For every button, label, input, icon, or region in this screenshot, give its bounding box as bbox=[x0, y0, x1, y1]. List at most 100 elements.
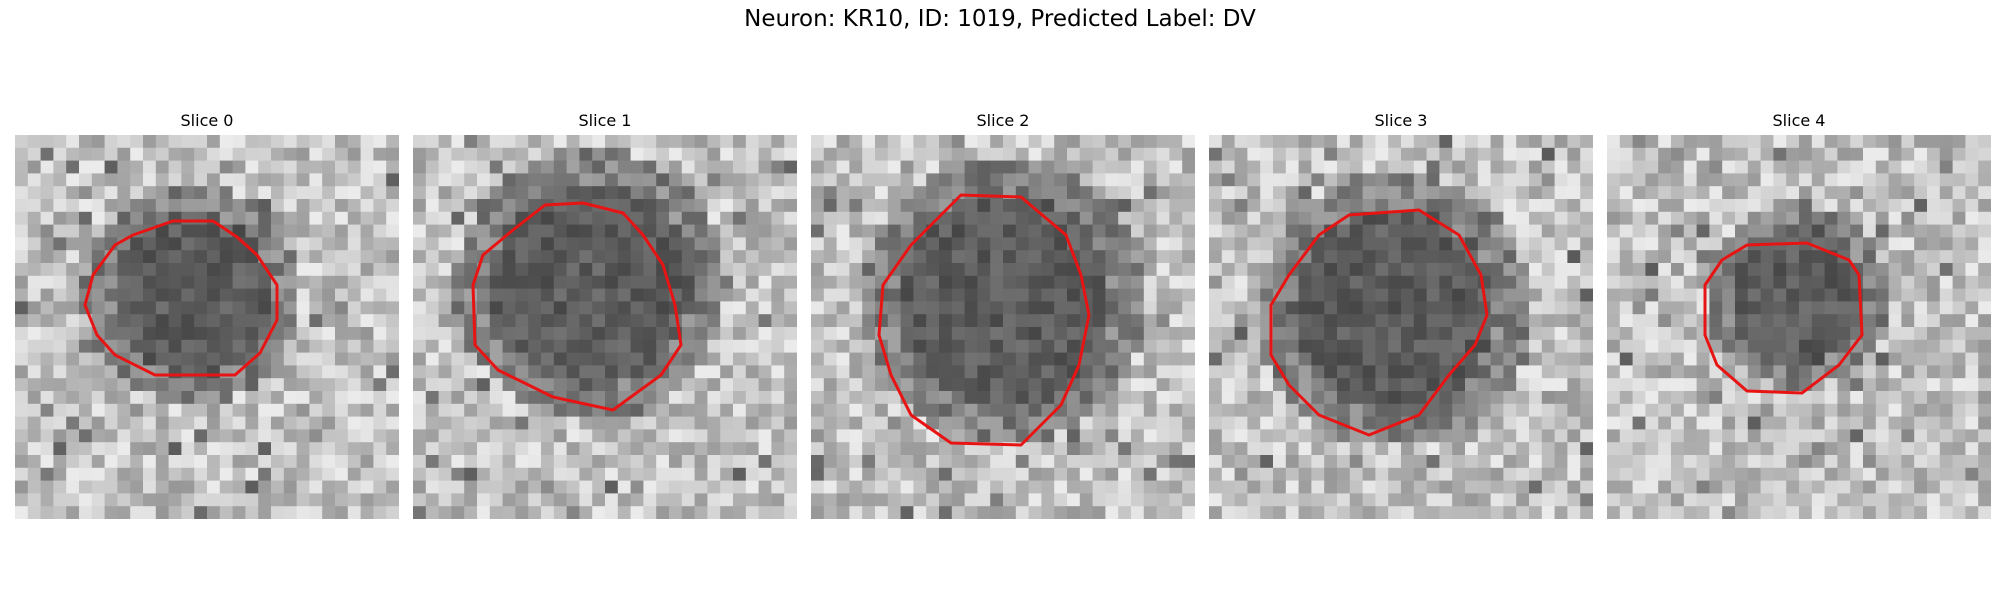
pixel bbox=[1965, 186, 1978, 199]
pixel bbox=[515, 289, 528, 302]
pixel bbox=[1503, 455, 1516, 468]
pixel bbox=[1118, 417, 1131, 430]
pixel bbox=[348, 417, 361, 430]
pixel bbox=[130, 327, 143, 340]
pixel bbox=[361, 493, 374, 506]
pixel bbox=[1439, 417, 1452, 430]
pixel bbox=[1041, 353, 1054, 366]
slice-image-4 bbox=[1607, 135, 1991, 519]
pixel bbox=[1620, 340, 1633, 353]
pixel bbox=[1645, 404, 1658, 417]
pixel bbox=[1388, 173, 1401, 186]
pixel bbox=[426, 327, 439, 340]
pixel bbox=[1735, 468, 1748, 481]
pixel bbox=[1735, 276, 1748, 289]
pixel bbox=[824, 212, 837, 225]
pixel bbox=[990, 327, 1003, 340]
pixel bbox=[1978, 455, 1991, 468]
pixel bbox=[130, 250, 143, 263]
pixel bbox=[1003, 276, 1016, 289]
pixel bbox=[1825, 237, 1838, 250]
pixel bbox=[464, 404, 477, 417]
pixel bbox=[1118, 173, 1131, 186]
pixel bbox=[901, 148, 914, 161]
pixel bbox=[1131, 212, 1144, 225]
pixel bbox=[695, 148, 708, 161]
pixel bbox=[695, 429, 708, 442]
pixel bbox=[503, 493, 516, 506]
pixel bbox=[66, 212, 79, 225]
pixel bbox=[335, 340, 348, 353]
pixel bbox=[1889, 455, 1902, 468]
pixel bbox=[1157, 340, 1170, 353]
pixel bbox=[1812, 199, 1825, 212]
pixel bbox=[271, 199, 284, 212]
pixel bbox=[1516, 289, 1529, 302]
pixel bbox=[1620, 506, 1633, 519]
pixel bbox=[977, 263, 990, 276]
pixel bbox=[1633, 237, 1646, 250]
pixel bbox=[1235, 378, 1248, 391]
pixel bbox=[1016, 237, 1029, 250]
pixel bbox=[284, 225, 297, 238]
pixel bbox=[1697, 289, 1710, 302]
pixel bbox=[1375, 493, 1388, 506]
pixel bbox=[888, 417, 901, 430]
pixel bbox=[1799, 301, 1812, 314]
pixel bbox=[1182, 212, 1195, 225]
pixel bbox=[1863, 455, 1876, 468]
pixel bbox=[464, 161, 477, 174]
pixel bbox=[605, 161, 618, 174]
pixel bbox=[322, 199, 335, 212]
pixel bbox=[1620, 301, 1633, 314]
pixel bbox=[1363, 199, 1376, 212]
pixel bbox=[1876, 391, 1889, 404]
pixel bbox=[1914, 173, 1927, 186]
pixel bbox=[1054, 493, 1067, 506]
pixel bbox=[1658, 225, 1671, 238]
pixel bbox=[66, 391, 79, 404]
pixel bbox=[1414, 340, 1427, 353]
pixel bbox=[567, 173, 580, 186]
pixel bbox=[1620, 442, 1633, 455]
pixel bbox=[92, 391, 105, 404]
pixel bbox=[1286, 493, 1299, 506]
pixel bbox=[1927, 301, 1940, 314]
pixel bbox=[720, 301, 733, 314]
pixel bbox=[771, 301, 784, 314]
pixel bbox=[15, 327, 28, 340]
pixel bbox=[439, 148, 452, 161]
pixel bbox=[1812, 404, 1825, 417]
pixel bbox=[386, 391, 399, 404]
pixel bbox=[1016, 212, 1029, 225]
pixel bbox=[1863, 212, 1876, 225]
pixel bbox=[1105, 161, 1118, 174]
pixel bbox=[1337, 301, 1350, 314]
pixel bbox=[1182, 289, 1195, 302]
pixel bbox=[837, 481, 850, 494]
pixel bbox=[1222, 276, 1235, 289]
pixel bbox=[245, 481, 258, 494]
pixel bbox=[1748, 455, 1761, 468]
pixel bbox=[837, 148, 850, 161]
pixel bbox=[1965, 148, 1978, 161]
pixel bbox=[707, 186, 720, 199]
pixel bbox=[1633, 365, 1646, 378]
pixel bbox=[181, 314, 194, 327]
pixel bbox=[426, 250, 439, 263]
pixel bbox=[1645, 161, 1658, 174]
pixel bbox=[1131, 378, 1144, 391]
pixel bbox=[695, 225, 708, 238]
pixel bbox=[1542, 301, 1555, 314]
pixel bbox=[477, 289, 490, 302]
pixel bbox=[1491, 365, 1504, 378]
pixel bbox=[528, 173, 541, 186]
pixel bbox=[1222, 263, 1235, 276]
pixel bbox=[490, 173, 503, 186]
pixel bbox=[824, 417, 837, 430]
pixel bbox=[194, 481, 207, 494]
pixel bbox=[117, 289, 130, 302]
pixel bbox=[926, 199, 939, 212]
pixel bbox=[117, 212, 130, 225]
pixel bbox=[117, 186, 130, 199]
